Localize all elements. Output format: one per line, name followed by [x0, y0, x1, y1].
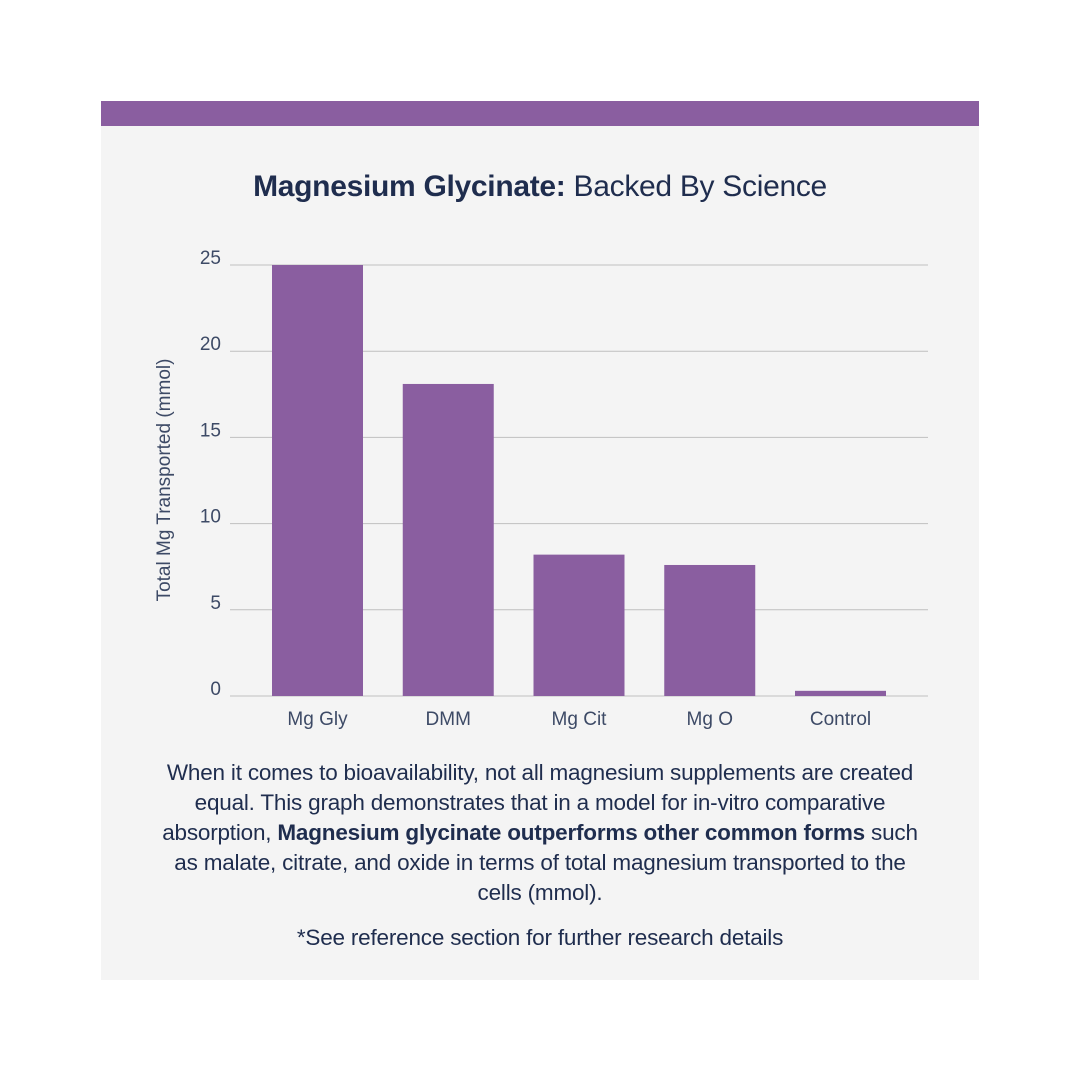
chart-title: Magnesium Glycinate: Backed By Science — [0, 170, 1080, 204]
bar-layer — [272, 265, 886, 696]
y-tick-label: 5 — [210, 593, 221, 614]
description-part1: When it comes to bioavailability, not al… — [162, 760, 914, 845]
x-tick-label: Mg O — [687, 709, 733, 730]
chart-title-bold: Magnesium Glycinate: — [253, 170, 566, 203]
label-layer: 0 5 10 15 20 25 Mg Gly DMM Mg Cit Mg O Control — [200, 248, 871, 730]
card-accent-bar — [101, 101, 979, 126]
description-part2: such as malate, citrate, and oxide in te… — [174, 820, 918, 905]
bar-mg-cit — [533, 554, 625, 696]
bar-mg-gly — [272, 265, 363, 696]
x-tick-label: Mg Cit — [552, 709, 608, 730]
chart-title-rest: Backed By Science — [573, 170, 828, 203]
footnote: *See reference section for further resea… — [296, 925, 784, 950]
bar-dmm — [402, 383, 494, 696]
y-tick-label: 0 — [210, 679, 221, 700]
y-axis-label: Total Mg Transported (mmol) — [154, 359, 175, 602]
x-tick-label: Mg Gly — [287, 709, 348, 730]
x-tick-label: DMM — [426, 709, 471, 730]
y-tick-label: 15 — [200, 420, 221, 441]
y-tick-label: 20 — [200, 334, 221, 355]
card — [101, 101, 979, 980]
description-bold: Magnesium glycinate outperforms other co… — [277, 820, 865, 845]
y-tick-label: 25 — [200, 248, 221, 269]
bar-control — [795, 690, 886, 696]
y-tick-label: 10 — [200, 507, 221, 528]
bar-mg-o — [664, 564, 756, 696]
x-tick-label: Control — [810, 709, 871, 730]
description: When it comes to bioavailability, not al… — [150, 758, 930, 908]
